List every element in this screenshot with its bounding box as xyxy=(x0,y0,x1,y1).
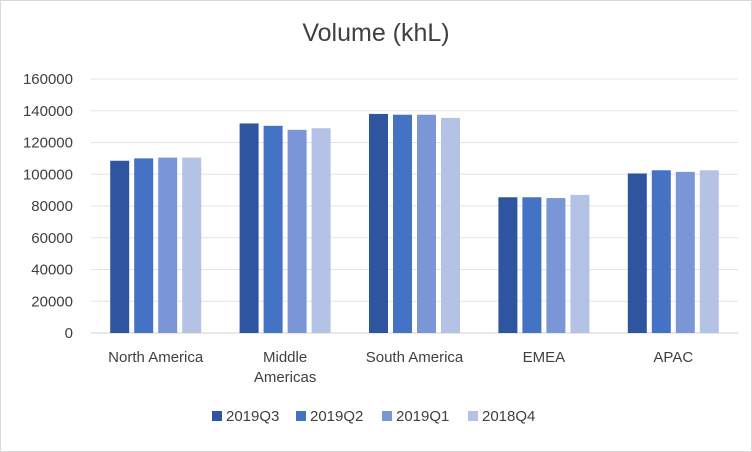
bar xyxy=(393,114,412,333)
x-tick-label: South America xyxy=(366,349,464,366)
y-tick-label: 20000 xyxy=(31,293,73,310)
bar xyxy=(699,170,719,333)
y-tick-label: 140000 xyxy=(23,103,73,120)
legend-swatch xyxy=(212,411,222,421)
y-tick-label: 160000 xyxy=(23,71,73,88)
chart-title: Volume (khL) xyxy=(302,19,450,47)
legend-label: 2019Q1 xyxy=(396,408,449,425)
bar xyxy=(110,160,130,333)
x-tick-label: APAC xyxy=(653,349,693,366)
bar xyxy=(675,171,695,333)
y-tick-label: 40000 xyxy=(31,262,73,279)
legend-label: 2019Q3 xyxy=(226,408,279,425)
y-tick-label: 0 xyxy=(65,325,73,342)
bar xyxy=(287,129,307,333)
legend-swatch xyxy=(382,411,392,421)
bar xyxy=(522,197,542,333)
x-tick-label: Americas xyxy=(254,369,317,386)
bar xyxy=(627,173,647,333)
y-tick-label: 60000 xyxy=(31,230,73,247)
x-tick-label: North America xyxy=(108,349,204,366)
bar xyxy=(311,128,331,333)
legend-swatch xyxy=(468,411,478,421)
bar xyxy=(441,117,460,333)
bar xyxy=(570,194,590,333)
bar xyxy=(651,170,671,333)
legend-label: 2019Q2 xyxy=(310,408,363,425)
bar xyxy=(239,123,259,333)
bar xyxy=(546,198,566,333)
bar xyxy=(182,157,202,333)
y-tick-label: 80000 xyxy=(31,198,73,215)
bar xyxy=(417,114,436,333)
x-tick-label: EMEA xyxy=(523,349,566,366)
bar xyxy=(263,125,283,333)
y-tick-label: 120000 xyxy=(23,135,73,152)
bar xyxy=(498,197,518,333)
bar xyxy=(134,158,154,333)
x-tick-label: Middle xyxy=(263,349,307,366)
legend-swatch xyxy=(296,411,306,421)
legend-label: 2018Q4 xyxy=(482,408,535,425)
y-tick-label: 100000 xyxy=(23,166,73,183)
bar xyxy=(158,157,178,333)
bar xyxy=(369,113,388,333)
